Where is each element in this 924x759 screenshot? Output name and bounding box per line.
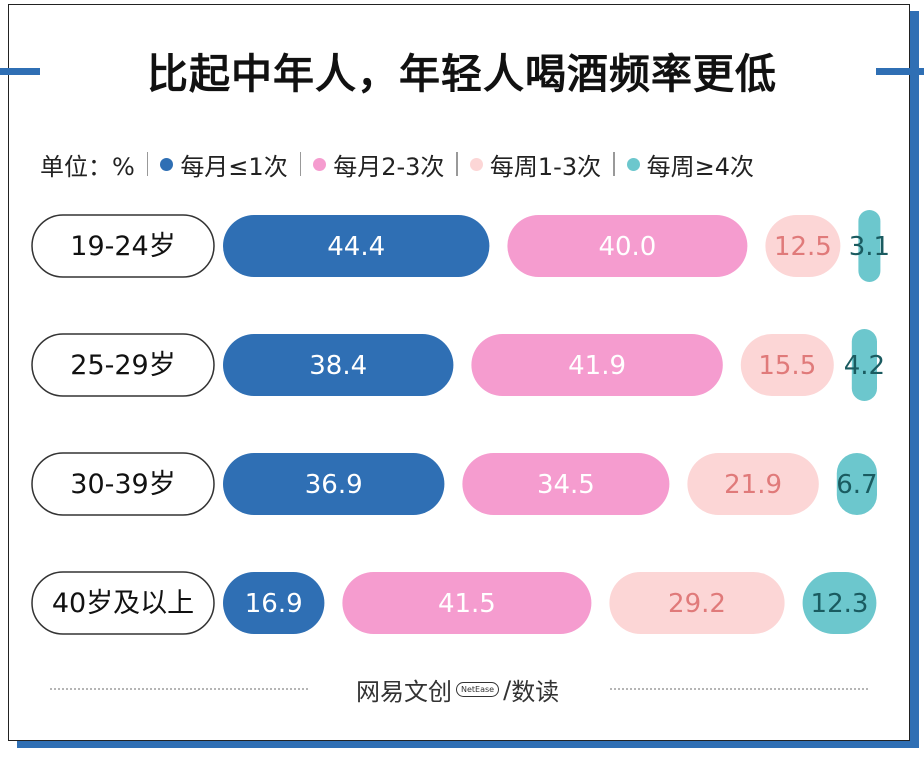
legend-dot-icon [160,157,174,171]
value-label: 4.2 [844,351,885,381]
legend-separator [299,152,302,176]
bar-segment [765,215,841,277]
category-pill [31,214,215,278]
legend-item-weekly-1-3: 每周1-3次 [469,147,602,182]
bar-segment [507,215,748,277]
brand-sub: 数读 [511,678,560,706]
brand-name: 网易文创 [356,678,452,706]
legend-label: 每周1-3次 [489,152,602,181]
bar-segment [223,334,454,396]
value-label: 41.5 [438,589,496,619]
category-pill [31,333,215,397]
legend-separator [456,152,458,176]
legend-dot-icon [626,157,640,171]
value-label: 44.4 [327,232,385,262]
value-label: 3.1 [849,232,890,262]
brand-slash: / [503,675,512,704]
value-label: 15.5 [758,351,816,381]
bar-segment [471,334,723,396]
value-label: 34.5 [537,470,595,500]
bar-segment [223,453,445,515]
value-label: 40.0 [598,232,656,262]
bar-segment [609,572,785,634]
value-label: 38.4 [309,351,367,381]
bar-segment [858,210,881,282]
legend-item-weekly-ge4: 每周≥4次 [626,147,754,182]
netease-logo-icon: NetEase [456,682,500,697]
value-label: 29.2 [668,589,726,619]
legend-label: 每月≤1次 [180,152,288,181]
category-pill [31,571,215,635]
value-label: 21.9 [724,470,782,500]
value-label: 36.9 [305,470,363,500]
footer-brand: 网易文创 NetEase / 数读 [356,672,559,707]
title-accent-right [876,68,924,75]
value-label: 41.9 [568,351,626,381]
bar-segment [740,334,834,396]
legend: 单位：% 每月≤1次 每月2-3次 每周1-3次 每周≥4次 [40,145,754,183]
bar-segment [802,572,877,634]
bar-segment [223,215,490,277]
bar-segment [836,453,877,515]
legend-label: 每月2-3次 [333,152,445,181]
chart-title: 比起中年人，年轻人喝酒频率更低 [147,50,777,98]
category-pill [31,452,215,516]
category-label: 25-29岁 [70,350,175,381]
footer-divider-left [50,688,308,690]
title-accent-left [0,68,40,75]
bar-segment [342,572,592,634]
category-label: 30-39岁 [70,469,175,500]
bar-segment [462,453,670,515]
legend-separator [613,152,615,176]
category-label: 19-24岁 [70,231,175,262]
legend-item-monthly-2-3: 每月2-3次 [313,147,444,182]
value-label: 12.5 [774,232,832,262]
legend-dot-icon [313,157,327,171]
legend-separator [146,152,149,176]
value-label: 12.3 [811,589,869,619]
category-label: 40岁及以上 [52,588,194,619]
unit-label: 单位：% [40,152,135,181]
footer-divider-right [610,688,868,690]
legend-dot-icon [469,157,483,171]
value-label: 16.9 [245,589,303,619]
value-label: 6.7 [836,470,877,500]
bar-segment [687,453,819,515]
bar-segment [851,329,877,401]
bar-segment [223,572,325,634]
legend-label: 每周≥4次 [646,152,754,181]
legend-item-monthly-le1: 每月≤1次 [160,147,288,182]
